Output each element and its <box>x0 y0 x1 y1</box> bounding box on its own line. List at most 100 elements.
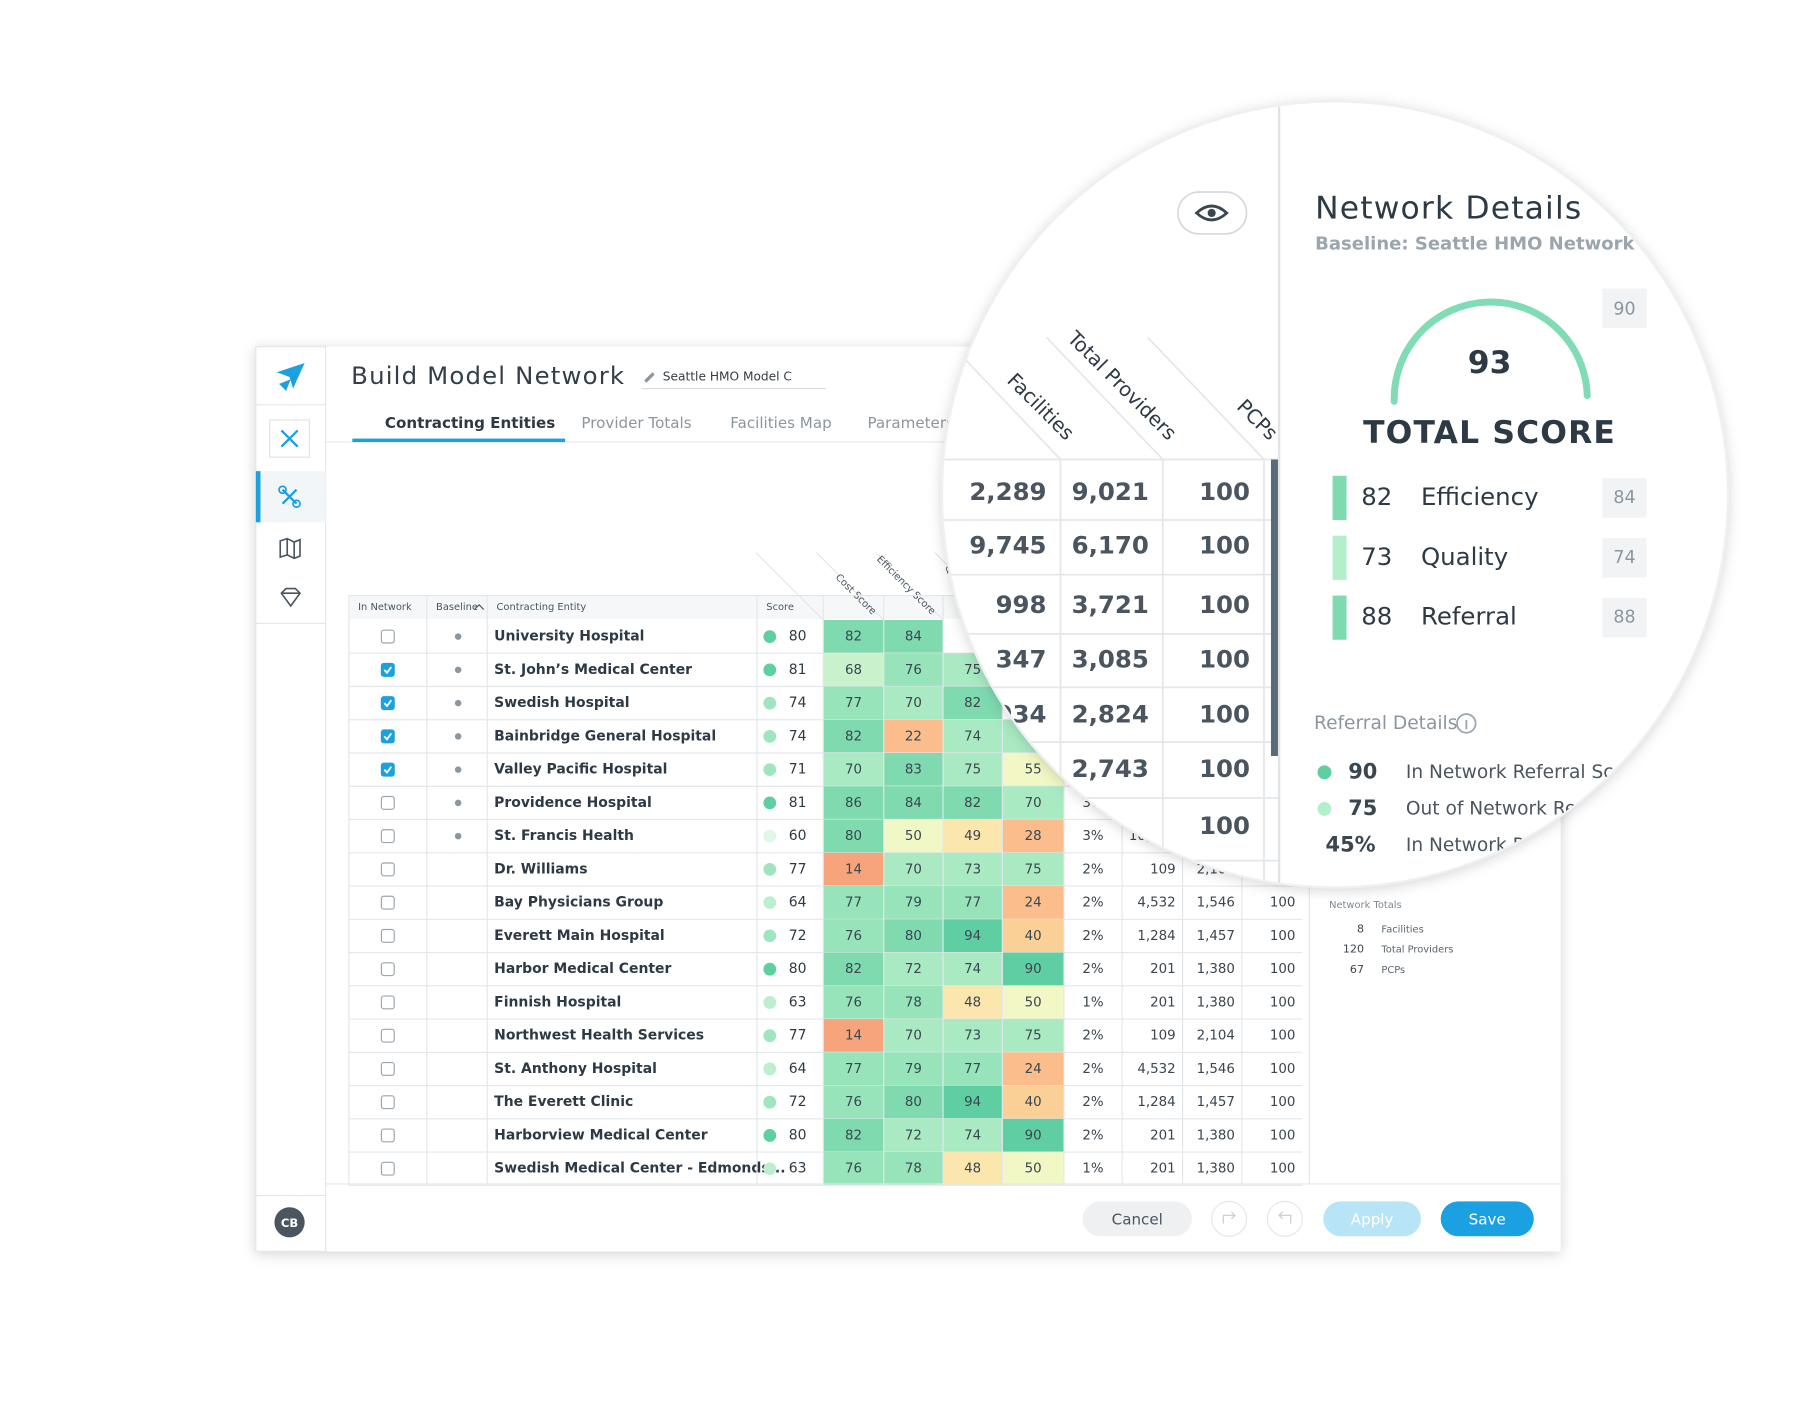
heat-cell <box>883 1052 944 1086</box>
cell-value: 100 <box>1270 1128 1296 1143</box>
cell-value: 100 <box>1270 929 1296 944</box>
heat-cell <box>823 753 884 787</box>
cell-value: 50 <box>1025 995 1042 1010</box>
score-dot <box>763 896 777 910</box>
heat-cell <box>883 1118 944 1153</box>
cell-value: 24 <box>1025 896 1042 911</box>
scrollbar <box>1270 459 1280 757</box>
checkbox[interactable] <box>380 1095 395 1110</box>
cell-value: 100 <box>1270 1029 1296 1044</box>
entity-name: Providence Hospital <box>494 795 652 811</box>
checkbox[interactable] <box>380 895 395 910</box>
checkbox[interactable] <box>380 662 395 677</box>
column-header: Contracting Entity <box>497 602 587 613</box>
score-dot <box>763 1162 777 1176</box>
avatar[interactable] <box>274 1207 305 1238</box>
save-button[interactable] <box>1440 1201 1534 1237</box>
heat-cell <box>823 886 884 920</box>
cell-value: 1,284 <box>1137 929 1175 944</box>
referral-title: Referral Details <box>1314 713 1457 734</box>
model-name[interactable]: Seattle HMO Model C <box>663 369 792 383</box>
cell-value: 80 <box>845 829 862 844</box>
cell-value: 100 <box>1270 1162 1296 1177</box>
cancel-button[interactable] <box>1082 1201 1192 1237</box>
cell-value: 76 <box>845 995 862 1010</box>
cell-value: 28 <box>1025 829 1042 844</box>
tab[interactable]: Facilities Map <box>730 414 831 432</box>
apply-button[interactable] <box>1323 1201 1421 1237</box>
checkbox[interactable] <box>380 1161 395 1176</box>
nav-map[interactable] <box>279 537 301 560</box>
tab[interactable]: Contracting Entities <box>385 414 555 432</box>
entity-name: Harborview Medical Center <box>494 1127 708 1143</box>
heat-cell <box>1002 1019 1064 1053</box>
undo-icon <box>1278 1211 1292 1224</box>
edit-icon <box>644 372 655 383</box>
heat-cell <box>823 852 884 887</box>
checkbox[interactable] <box>380 829 395 844</box>
cell-value: 76 <box>845 1162 862 1177</box>
save-label: Save <box>1469 1210 1506 1228</box>
heat-cell <box>943 985 1003 1020</box>
lens-header-diagonal <box>1147 336 1265 461</box>
score-dot <box>763 796 777 810</box>
cell-value: 77 <box>964 1062 981 1077</box>
lens-header-diagonal <box>1045 336 1164 461</box>
baseline-dot <box>454 799 462 807</box>
score-dot <box>763 630 777 643</box>
baseline-box <box>1602 288 1647 329</box>
referral-label: In Network Referral Score <box>1406 762 1644 783</box>
score-dot <box>763 1029 777 1043</box>
referral-dot <box>1317 765 1332 780</box>
cell-value: 68 <box>845 663 862 678</box>
cell-value: 2,104 <box>1197 1029 1235 1044</box>
checkbox[interactable] <box>380 928 395 943</box>
cell-value: 201 <box>1150 995 1176 1010</box>
score-bar <box>1332 595 1347 640</box>
cell-value: 80 <box>905 1095 922 1110</box>
heat-cell <box>1002 1152 1064 1186</box>
score: 77 <box>789 861 807 877</box>
checkbox[interactable] <box>380 1061 395 1076</box>
cell-value: 84 <box>905 630 922 645</box>
referral-dot <box>1317 801 1332 816</box>
referral-value: 45% <box>1326 833 1376 857</box>
checkbox[interactable] <box>380 962 395 977</box>
checkbox[interactable] <box>380 762 395 777</box>
checkbox[interactable] <box>380 629 395 644</box>
entity-name: Bainbridge General Hospital <box>494 728 716 744</box>
redo-button[interactable] <box>1211 1200 1248 1237</box>
baseline-dot <box>454 733 462 740</box>
heat-cell <box>943 1152 1003 1186</box>
checkmark <box>383 666 393 675</box>
heat-cell <box>1002 1052 1064 1086</box>
tab[interactable]: Provider Totals <box>581 414 691 432</box>
checkbox[interactable] <box>380 696 395 711</box>
checkbox[interactable] <box>380 995 395 1010</box>
score: 77 <box>789 1028 807 1044</box>
cell-value: 82 <box>845 962 862 977</box>
score-dot <box>763 829 777 843</box>
score-dot <box>763 996 777 1009</box>
lens-cell: 2,289 <box>969 477 1046 506</box>
logo <box>276 362 305 391</box>
entity-name: Valley Pacific Hospital <box>494 762 667 778</box>
cell-value: 2% <box>1082 1062 1103 1077</box>
info-icon[interactable] <box>1456 713 1477 734</box>
checkbox[interactable] <box>380 1128 395 1143</box>
heat-cell <box>883 686 944 720</box>
tab[interactable]: Parameters <box>867 414 954 432</box>
entity-name: Northwest Health Services <box>494 1028 704 1044</box>
checkbox[interactable] <box>380 795 395 810</box>
heat-cell <box>823 653 884 687</box>
cell-value: 24 <box>1025 1062 1042 1077</box>
checkbox[interactable] <box>380 862 395 877</box>
cell-value: 75 <box>964 763 981 778</box>
nav-diamond[interactable] <box>280 587 302 608</box>
checkbox[interactable] <box>380 1028 395 1043</box>
cell-value: 2% <box>1082 1029 1103 1044</box>
undo-button[interactable] <box>1266 1200 1303 1237</box>
checkbox[interactable] <box>380 729 395 744</box>
heat-cell <box>943 719 1003 754</box>
